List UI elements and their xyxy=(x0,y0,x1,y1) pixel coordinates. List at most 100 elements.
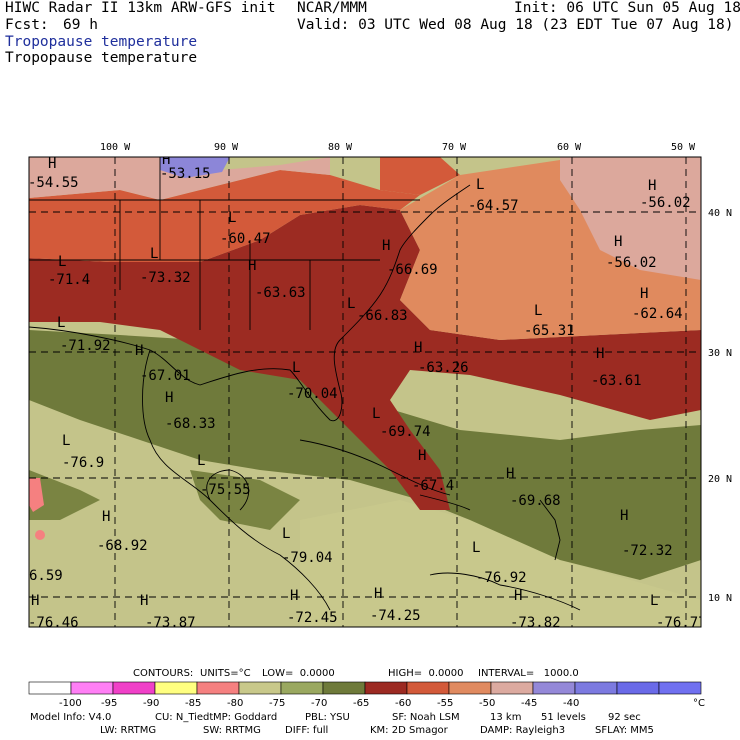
extremum-value: -76.9 xyxy=(62,455,104,471)
extremum-symbol: H xyxy=(102,509,110,525)
lat-label: 30 N xyxy=(708,348,732,359)
colorbar-tick: -75 xyxy=(269,698,285,709)
colorbar-tick: -50 xyxy=(479,698,495,709)
field-title: Tropopause temperature xyxy=(5,50,198,66)
extremum-value: -71.92 xyxy=(60,338,111,354)
colorbar-unit: °C xyxy=(693,698,705,709)
extremum-symbol: H xyxy=(648,178,656,194)
extremum-symbol: H xyxy=(162,152,170,168)
contours-units: UNITS=°C xyxy=(200,668,251,679)
extremum-symbol: L xyxy=(476,177,484,193)
model-info-item: MP: Goddard xyxy=(213,712,278,723)
colorbar-swatch xyxy=(154,681,198,695)
contours-low: LOW= 0.0000 xyxy=(262,668,335,679)
extremum-symbol: H xyxy=(514,588,522,604)
extremum-symbol: L xyxy=(472,540,480,556)
model-info-item: DAMP: Rayleigh3 xyxy=(480,725,566,736)
colorbar-swatch xyxy=(196,681,240,695)
colorbar-swatch xyxy=(28,681,72,695)
valid-time: Valid: 03 UTC Wed 08 Aug 18 (23 EDT Tue … xyxy=(297,17,734,33)
extremum-symbol: H xyxy=(640,286,648,302)
contours-high: HIGH= 0.0000 xyxy=(388,668,464,679)
colorbar-tick: -65 xyxy=(353,698,369,709)
colorbar-swatch xyxy=(532,681,576,695)
model-info-item: 51 levels xyxy=(541,712,586,723)
extremum-symbol: L xyxy=(58,254,66,270)
model-info-item: SW: RRTMG xyxy=(203,725,261,736)
extrema-labels: H-54.55H-53.15L-60.47L-64.57H-56.02H-56.… xyxy=(28,152,707,631)
colorbar-swatch xyxy=(658,681,702,695)
extremum-symbol: H xyxy=(48,156,56,172)
longitude-labels: 100 W 90 W 80 W 70 W 60 W 50 W xyxy=(100,142,696,153)
extremum-symbol: H xyxy=(596,346,604,362)
extremum-symbol: L xyxy=(650,593,658,609)
colorbar-tick: -70 xyxy=(311,698,327,709)
model-info-item: 13 km xyxy=(490,712,522,723)
colorbar-tick: -100 xyxy=(59,698,82,709)
lon-label: 90 W xyxy=(214,142,239,153)
colorbar-tick: -45 xyxy=(521,698,537,709)
extremum-value: -68.33 xyxy=(165,416,216,432)
extremum-symbol: L xyxy=(372,406,380,422)
colorbar-swatch xyxy=(406,681,450,695)
extremum-symbol: L xyxy=(62,433,70,449)
forecast-label: Fcst: xyxy=(5,17,49,33)
colorbar-tick: -40 xyxy=(563,698,579,709)
colorbar-tick: -80 xyxy=(227,698,243,709)
init-time: Init: 06 UTC Sun 05 Aug 18 xyxy=(514,0,740,16)
extremum-value: -76.77 xyxy=(656,615,707,631)
colorbar-tick: -55 xyxy=(437,698,453,709)
extremum-value: -74.25 xyxy=(370,608,421,624)
extremum-value: -76.92 xyxy=(476,570,527,586)
extremum-value: -67.4 xyxy=(412,478,454,494)
colorbar-swatch xyxy=(364,681,408,695)
lat-label: 10 N xyxy=(708,593,732,604)
model-info-item: Model Info: V4.0 xyxy=(30,712,112,723)
extremum-symbol: H xyxy=(290,588,298,604)
extremum-symbol: H xyxy=(140,593,148,609)
extremum-value: -67.01 xyxy=(140,368,191,384)
colorbar-tick: -95 xyxy=(101,698,117,709)
model-info-line1: Model Info: V4.0 CU: N_Tiedt MP: Goddard PB… xyxy=(30,712,710,725)
colorbar-swatch xyxy=(70,681,114,695)
forecast-hour: 69 h xyxy=(63,17,98,33)
extremum-value: -71.4 xyxy=(48,272,90,288)
extremum-symbol: H xyxy=(31,593,39,609)
colorbar-swatch xyxy=(322,681,366,695)
lon-label: 50 W xyxy=(671,142,696,153)
contours-label: CONTOURS: xyxy=(133,668,194,679)
coastlines xyxy=(29,157,581,611)
extremum-value: -60.47 xyxy=(220,231,271,247)
extremum-value: -68.92 xyxy=(97,538,148,554)
shaded-field xyxy=(29,157,701,627)
extremum-value: -76.46 xyxy=(28,615,79,631)
extremum-value: -72.32 xyxy=(622,543,673,559)
extremum-value: -54.55 xyxy=(28,175,79,191)
lon-label: 60 W xyxy=(557,142,582,153)
extremum-symbol: H xyxy=(418,448,426,464)
extremum-symbol: H xyxy=(614,234,622,250)
org-label: NCAR/MMM xyxy=(297,0,367,16)
extremum-symbol: H xyxy=(374,586,382,602)
extremum-value: -75.55 xyxy=(200,482,251,498)
lon-label: 70 W xyxy=(442,142,467,153)
colorbar-swatch xyxy=(616,681,660,695)
colorbar-tick: -90 xyxy=(143,698,159,709)
model-info-item: SFLAY: MM5 xyxy=(595,725,654,736)
extremum-symbol: L xyxy=(347,296,355,312)
extremum-value: -72.45 xyxy=(287,610,338,626)
colorbar: -100 -95 -90 -85 -80 -75 -70 -65 -60 -55 -50 -45 -40… xyxy=(28,681,705,709)
model-info-item: PBL: YSU xyxy=(305,712,350,723)
lon-label: 80 W xyxy=(328,142,353,153)
colorbar-swatch xyxy=(490,681,534,695)
extremum-value: -64.57 xyxy=(468,198,519,214)
lat-lon-grid xyxy=(29,157,701,627)
model-info-line2: LW: RRTMG SW: RRTMG DIFF: full KM: 2D Smago… xyxy=(100,725,700,738)
extremum-symbol: H xyxy=(248,258,256,274)
colorbar-swatch xyxy=(280,681,324,695)
extremum-symbol: L xyxy=(57,315,65,331)
colorbar-swatch xyxy=(448,681,492,695)
lon-label: 100 W xyxy=(100,142,131,153)
extremum-value: -66.69 xyxy=(387,262,438,278)
